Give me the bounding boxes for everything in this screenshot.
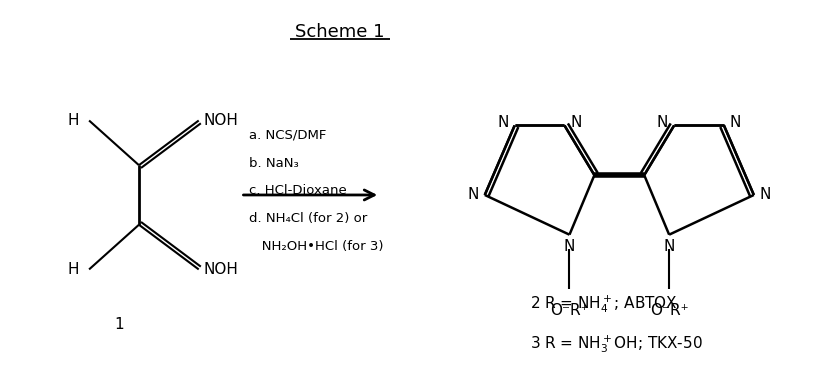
Text: N: N: [656, 115, 667, 130]
Text: H: H: [68, 262, 79, 277]
Text: 1: 1: [114, 317, 124, 331]
Text: N: N: [497, 115, 508, 130]
Text: Scheme 1: Scheme 1: [295, 23, 385, 41]
Text: N: N: [563, 239, 575, 254]
Text: NOH: NOH: [203, 113, 238, 128]
Text: O⁻R⁺: O⁻R⁺: [549, 303, 588, 318]
Text: H: H: [68, 113, 79, 128]
Text: b. NaN₃: b. NaN₃: [248, 157, 298, 170]
Text: O⁻R⁺: O⁻R⁺: [649, 303, 687, 318]
Text: c. HCl-Dioxane: c. HCl-Dioxane: [248, 184, 346, 197]
Text: N: N: [729, 115, 740, 130]
Text: a. NCS/DMF: a. NCS/DMF: [248, 129, 326, 142]
Text: 2 R = NH$_4^+$; ABTOX: 2 R = NH$_4^+$; ABTOX: [529, 293, 676, 315]
Text: N: N: [662, 239, 674, 254]
Text: N: N: [759, 187, 770, 202]
Text: N: N: [467, 187, 478, 202]
Text: NH₂OH•HCl (for 3): NH₂OH•HCl (for 3): [248, 240, 383, 253]
Text: d. NH₄Cl (for 2) or: d. NH₄Cl (for 2) or: [248, 212, 366, 225]
Text: 3 R = NH$_3^+$OH; TKX-50: 3 R = NH$_3^+$OH; TKX-50: [529, 333, 701, 355]
Text: N: N: [570, 115, 581, 130]
Text: NOH: NOH: [203, 262, 238, 277]
